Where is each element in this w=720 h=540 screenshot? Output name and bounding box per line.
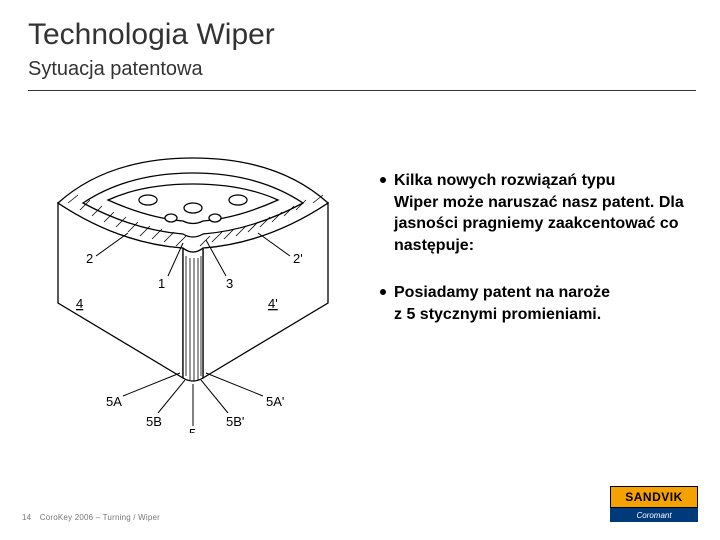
page-number: 14 [22, 513, 31, 522]
label-1: 1 [158, 276, 165, 291]
bullet-item: Posiadamy patent na naroże z 5 stycznymi… [380, 282, 700, 325]
bullet-lead: Kilka nowych rozwiązań typu [394, 172, 615, 189]
footer-text: CoroKey 2006 – Turning / Wiper [40, 513, 160, 522]
slide: Technologia Wiper Sytuacja patentowa [0, 0, 720, 540]
bullet-dot-icon [380, 289, 386, 295]
bullet-lead: Posiadamy patent na naroże [394, 284, 610, 301]
title-divider [28, 90, 696, 91]
bullet-item: Kilka nowych rozwiązań typu Wiper może n… [380, 170, 700, 256]
label-2p: 2' [293, 251, 303, 266]
patent-diagram: 2 2' 1 3 4 4' 5A 5A' 5B 5B' 5 [28, 148, 358, 433]
slide-title: Technologia Wiper [28, 18, 275, 52]
bullet-body: z 5 stycznymi promieniami. [394, 304, 700, 326]
label-5bp: 5B' [226, 414, 244, 429]
bullet-body: Wiper może naruszać nasz patent. Dla jas… [394, 192, 700, 257]
label-2: 2 [86, 251, 93, 266]
bullet-list: Kilka nowych rozwiązań typu Wiper może n… [380, 170, 700, 352]
label-4p: 4' [268, 296, 278, 311]
diagram-svg: 2 2' 1 3 4 4' 5A 5A' 5B 5B' 5 [28, 148, 358, 433]
label-3: 3 [226, 276, 233, 291]
label-5: 5 [189, 426, 196, 433]
label-4: 4 [76, 296, 83, 311]
bullet-dot-icon [380, 177, 386, 183]
logo-bottom: Coromant [610, 508, 698, 522]
label-5b: 5B [146, 414, 162, 429]
footer: 14 CoroKey 2006 – Turning / Wiper [22, 513, 160, 522]
label-5a: 5A [106, 394, 122, 409]
label-5ap: 5A' [266, 394, 284, 409]
slide-subtitle: Sytuacja patentowa [28, 58, 203, 81]
brand-logo: SANDVIK Coromant [610, 486, 698, 522]
logo-top: SANDVIK [610, 486, 698, 508]
